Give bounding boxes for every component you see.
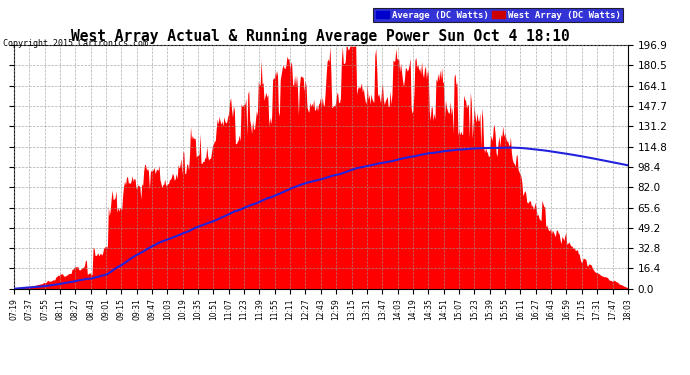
Text: Copyright 2015 Cartronics.com: Copyright 2015 Cartronics.com	[3, 39, 148, 48]
Title: West Array Actual & Running Average Power Sun Oct 4 18:10: West Array Actual & Running Average Powe…	[72, 28, 570, 44]
Legend: Average (DC Watts), West Array (DC Watts): Average (DC Watts), West Array (DC Watts…	[373, 8, 623, 22]
